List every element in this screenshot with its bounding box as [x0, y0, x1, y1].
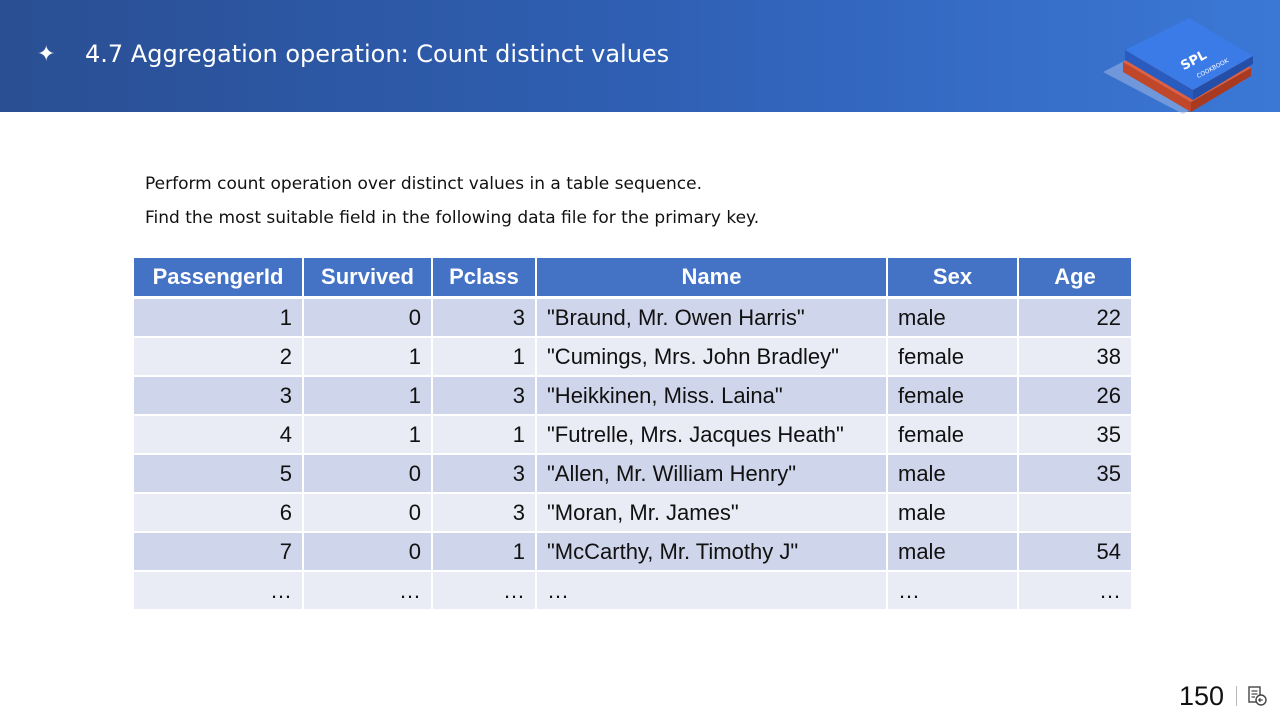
slide-footer: 150: [1179, 678, 1268, 714]
table-header-row: PassengerId Survived Pclass Name Sex Age: [134, 258, 1131, 299]
cell-passengerid: 2: [134, 337, 304, 377]
cell-age: 35: [1018, 454, 1131, 494]
cell-sex: male: [887, 493, 1019, 533]
cell-passengerid: 7: [134, 532, 304, 572]
column-header-pclass: Pclass: [432, 258, 537, 299]
cell-passengerid: 3: [134, 376, 304, 416]
cell-age: 35: [1018, 415, 1131, 455]
cell-pclass: 1: [432, 415, 537, 455]
column-header-age: Age: [1018, 258, 1131, 299]
table-row: 7 0 1 "McCarthy, Mr. Timothy J" male 54: [134, 532, 1131, 572]
cell-age: 38: [1018, 337, 1131, 377]
cell-name: …: [536, 571, 888, 611]
column-header-passengerid: PassengerId: [134, 258, 304, 299]
cell-sex: female: [887, 337, 1019, 377]
cell-name: "Heikkinen, Miss. Laina": [536, 376, 888, 416]
cell-age: 22: [1018, 297, 1131, 338]
table-row: 3 1 3 "Heikkinen, Miss. Laina" female 26: [134, 376, 1131, 416]
description-line-1: Perform count operation over distinct va…: [145, 174, 702, 194]
cell-name: "Moran, Mr. James": [536, 493, 888, 533]
cell-name: "Allen, Mr. William Henry": [536, 454, 888, 494]
cell-pclass: 3: [432, 376, 537, 416]
notes-icon[interactable]: [1246, 685, 1268, 707]
header-banner: ✦ 4.7 Aggregation operation: Count disti…: [0, 0, 1280, 114]
description: Perform count operation over distinct va…: [145, 167, 759, 235]
cell-sex: male: [887, 297, 1019, 338]
cell-survived: 1: [303, 337, 433, 377]
column-header-sex: Sex: [887, 258, 1019, 299]
cell-survived: 0: [303, 532, 433, 572]
table-row: 6 0 3 "Moran, Mr. James" male: [134, 493, 1131, 533]
cell-name: "Cumings, Mrs. John Bradley": [536, 337, 888, 377]
cell-age: [1018, 493, 1131, 533]
column-header-name: Name: [536, 258, 888, 299]
cell-passengerid: …: [134, 571, 304, 611]
cell-pclass: …: [432, 571, 537, 611]
page-number: 150: [1178, 680, 1224, 711]
cell-survived: 0: [303, 454, 433, 494]
passenger-table: PassengerId Survived Pclass Name Sex Age…: [134, 258, 1131, 611]
table-row: … … … … … …: [134, 571, 1131, 611]
cell-survived: 0: [303, 493, 433, 533]
cell-survived: 0: [303, 297, 433, 338]
cell-name: "Futrelle, Mrs. Jacques Heath": [536, 415, 888, 455]
cell-passengerid: 1: [134, 297, 304, 338]
cell-survived: 1: [303, 376, 433, 416]
column-header-survived: Survived: [303, 258, 433, 299]
cell-name: "McCarthy, Mr. Timothy J": [536, 532, 888, 572]
cell-pclass: 3: [432, 454, 537, 494]
slide-title: 4.7 Aggregation operation: Count distinc…: [85, 40, 670, 68]
cell-age: …: [1018, 571, 1131, 611]
table-row: 1 0 3 "Braund, Mr. Owen Harris" male 22: [134, 297, 1131, 338]
cell-sex: …: [887, 571, 1019, 611]
cell-pclass: 3: [432, 493, 537, 533]
description-line-2: Find the most suitable field in the foll…: [145, 208, 760, 228]
cell-survived: …: [303, 571, 433, 611]
table-row: 2 1 1 "Cumings, Mrs. John Bradley" femal…: [134, 337, 1131, 377]
cell-passengerid: 5: [134, 454, 304, 494]
cell-name: "Braund, Mr. Owen Harris": [536, 297, 888, 338]
cell-age: 26: [1018, 376, 1131, 416]
table-row: 4 1 1 "Futrelle, Mrs. Jacques Heath" fem…: [134, 415, 1131, 455]
cell-pclass: 1: [432, 532, 537, 572]
cell-sex: female: [887, 415, 1019, 455]
cell-pclass: 1: [432, 337, 537, 377]
footer-divider: [1236, 686, 1237, 706]
cell-sex: male: [887, 454, 1019, 494]
cell-pclass: 3: [432, 297, 537, 338]
spl-cookbook-logo-icon: SPL COOKBOOK: [1103, 18, 1253, 114]
table-row: 5 0 3 "Allen, Mr. William Henry" male 35: [134, 454, 1131, 494]
star-bullet-icon: ✦: [37, 42, 56, 67]
cell-sex: female: [887, 376, 1019, 416]
cell-passengerid: 6: [134, 493, 304, 533]
cell-passengerid: 4: [134, 415, 304, 455]
cell-sex: male: [887, 532, 1019, 572]
cell-survived: 1: [303, 415, 433, 455]
cell-age: 54: [1018, 532, 1131, 572]
